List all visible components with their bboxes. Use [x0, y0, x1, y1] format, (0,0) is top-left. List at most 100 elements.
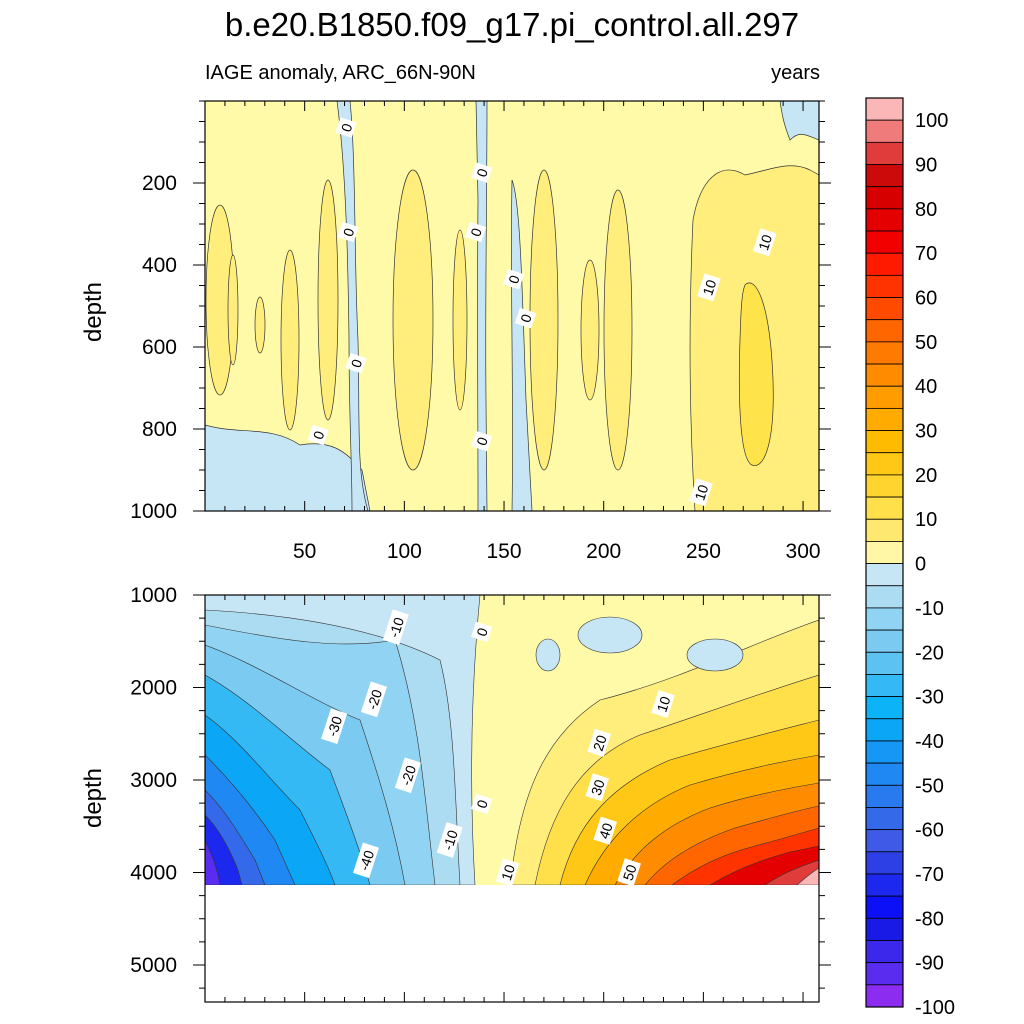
upper-positive-patch-4	[529, 169, 559, 471]
colorbar-swatch-20	[865, 541, 904, 564]
colorbar-swatch-26	[865, 674, 904, 698]
colorbar-swatch-5	[865, 208, 904, 232]
colorbar-swatch-16	[865, 452, 904, 476]
lower-no-data-region	[205, 885, 819, 1005]
lower-contour-label-text: -30	[324, 714, 346, 738]
upper-contour-label-11: 10	[689, 478, 713, 507]
colorbar-swatch-38	[865, 940, 904, 964]
lower-contour-label-text: -20	[364, 687, 386, 711]
lower-contour-label-bg	[495, 858, 520, 887]
lower-y-tick-label-1000: 1000	[130, 584, 177, 607]
upper-contour-label-6: 0	[345, 353, 367, 374]
lower-negative-patch-b	[535, 638, 561, 672]
colorbar-swatch-11	[865, 341, 904, 365]
upper-negative-column-75	[336, 101, 369, 511]
lower-contour-label-bg	[352, 842, 380, 879]
lower-y-tick-label-2000: 2000	[130, 677, 177, 700]
colorbar: 1009080706050403020100-10-20-30-40-50-60…	[865, 97, 955, 1019]
colorbar-label-40: 40	[915, 376, 937, 398]
upper-contour-label-bg	[345, 353, 367, 374]
lower-panel-frame	[204, 594, 820, 1003]
colorbar-swatch-23	[865, 607, 904, 631]
chart-title: b.e20.B1850.f09_g17.pi_control.all.297	[224, 6, 800, 43]
lower-contour-label-text: 40	[596, 821, 616, 841]
lower-contour-label-bg	[382, 609, 409, 646]
lower-contour-label-bg	[471, 621, 493, 643]
colorbar-label-50: 50	[915, 332, 937, 354]
upper-contour-label-bg	[752, 228, 777, 257]
colorbar-label--20: -20	[915, 642, 944, 664]
upper-contour-label-bg	[335, 117, 357, 138]
colorbar-label-100: 100	[915, 110, 948, 132]
upper-positive-patch-8	[280, 249, 300, 431]
upper-contour-label-bg	[465, 221, 487, 243]
chart-subtitle-variable: IAGE anomaly, ARC_66N-90N	[205, 62, 476, 84]
colorbar-swatch-18	[865, 496, 904, 520]
x-axis-tick-labels: 50 100 150 200 250 300	[293, 540, 821, 563]
lower-contour-label-text: -10	[439, 828, 461, 852]
upper-y-tick-label-400: 400	[142, 254, 177, 277]
lower-negative-band-90	[205, 839, 221, 885]
colorbar-swatch-40	[865, 984, 904, 1008]
colorbar-swatch-1	[865, 119, 904, 143]
colorbar-swatch-22	[865, 585, 904, 609]
colorbar-swatch-21	[865, 563, 904, 587]
colorbar-label--40: -40	[915, 731, 944, 753]
upper-contour-label-bg	[337, 221, 359, 243]
upper-contour-label-bg	[697, 273, 721, 302]
upper-contour-label-1: 0	[471, 162, 493, 183]
upper-positive-patch-6	[580, 259, 600, 401]
lower-contour-label-13: 50	[617, 858, 641, 887]
lower-negative-patch-c	[686, 638, 744, 672]
lower-contour-label-bg	[360, 681, 388, 718]
lower-contour-label-4: 10	[651, 689, 675, 719]
colorbar-label--30: -30	[915, 687, 944, 709]
lower-axis-ticks	[193, 594, 831, 1002]
upper-contour-label-7: 0	[307, 424, 329, 446]
colorbar-label-30: 30	[915, 421, 937, 443]
upper-contour-label-text: 10	[699, 277, 719, 297]
lower-y-axis-title: depth	[80, 768, 107, 828]
upper-positive-patch-5	[603, 189, 633, 471]
colorbar-swatch-12	[865, 363, 904, 387]
upper-contour-label-bg	[471, 162, 493, 183]
colorbar-label-60: 60	[915, 288, 937, 310]
lower-contour-label-bg	[471, 793, 493, 815]
lower-contour-label-bg	[321, 708, 348, 745]
colorbar-swatch-32	[865, 807, 904, 831]
upper-positive-patch-9	[452, 229, 468, 411]
colorbar-frame	[865, 97, 904, 1008]
lower-contour-label-2: -20	[360, 681, 388, 718]
upper-positive-patch-3	[392, 169, 434, 471]
upper-contour-label-3: 0	[465, 221, 487, 243]
colorbar-swatch-7	[865, 252, 904, 276]
upper-y-tick-label-600: 600	[142, 336, 177, 359]
upper-contour-label-text: 10	[691, 482, 711, 502]
lower-contour-label-11: -40	[352, 842, 380, 879]
lower-contour-label-text: 20	[590, 733, 610, 753]
lower-contour-label-0: -10	[382, 609, 409, 646]
lower-contour-label-bg	[593, 816, 618, 845]
upper-contour-label-bg	[689, 478, 713, 507]
x-tick-label-200: 200	[586, 540, 621, 563]
x-tick-label-50: 50	[293, 540, 316, 563]
lower-depth-panel	[205, 595, 819, 1005]
lower-y-tick-label-5000: 5000	[130, 954, 177, 977]
colorbar-label-80: 80	[915, 199, 937, 221]
colorbar-swatch-29	[865, 740, 904, 764]
colorbar-label--10: -10	[915, 598, 944, 620]
lower-contour-label-text: 50	[620, 862, 640, 882]
colorbar-swatch-3	[865, 164, 904, 188]
lower-contour-label-text: 10	[498, 862, 518, 882]
lower-contour-label-text: 10	[653, 694, 673, 714]
lower-positive-band-100	[796, 867, 819, 885]
lower-contour-label-bg	[585, 773, 610, 802]
upper-y-axis-tick-labels: 200 400 600 800 1000	[130, 172, 177, 523]
colorbar-swatch-14	[865, 407, 904, 431]
lower-contour-label-1: 0	[471, 621, 493, 643]
contour-labels: 0 0 0 0 0 0 0 0 0 10 10 10 -10 0 -20 -30 10 20 -20 30 0 40 -10…	[307, 117, 777, 887]
colorbar-swatch-24	[865, 629, 904, 653]
upper-contour-label-8: 0	[471, 430, 493, 452]
lower-contour-label-text: 30	[588, 777, 608, 797]
colorbar-swatch-9	[865, 297, 904, 321]
